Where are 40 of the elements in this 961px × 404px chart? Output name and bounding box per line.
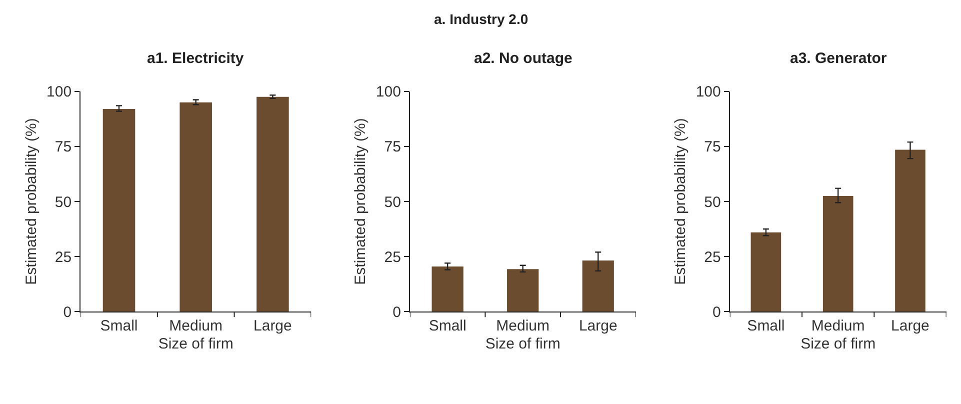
- chart-title: a3. Generator: [790, 50, 887, 67]
- bar: [895, 150, 926, 312]
- y-axis-title: Estimated probability (%): [352, 118, 370, 285]
- x-tick-label: Medium: [169, 318, 223, 335]
- y-tick-label: 100: [376, 84, 401, 101]
- y-tick-label: 0: [63, 304, 72, 321]
- y-tick-label: 100: [46, 84, 72, 101]
- y-tick-label: 25: [384, 248, 401, 266]
- y-tick-label: 50: [704, 194, 721, 211]
- x-tick-label: Small: [428, 318, 466, 335]
- x-tick-label: Small: [100, 318, 138, 335]
- x-axis-title: Size of firm: [158, 336, 234, 353]
- x-axis-title: Size of firm: [800, 336, 876, 353]
- y-tick-label: 25: [704, 248, 721, 266]
- y-axis-title: Estimated probability (%): [672, 118, 690, 285]
- x-tick-label: Large: [578, 318, 618, 335]
- x-tick-label: Medium: [811, 318, 865, 335]
- y-tick-label: 50: [384, 194, 401, 211]
- x-tick-label: Large: [254, 318, 292, 335]
- x-tick-label: Medium: [496, 318, 550, 335]
- x-tick-label: Small: [747, 318, 785, 335]
- y-tick-label: 75: [54, 138, 72, 156]
- bar: [582, 260, 614, 312]
- bar: [432, 266, 464, 312]
- x-tick-label: Large: [891, 318, 930, 335]
- text: a. Industry 2.0: [434, 11, 528, 27]
- bar: [822, 196, 854, 312]
- y-axis-title: Estimated probability (%): [22, 118, 40, 285]
- bar: [750, 232, 782, 312]
- y-tick-label: 0: [712, 304, 721, 321]
- y-tick-label: 75: [704, 138, 721, 156]
- bar: [507, 269, 539, 312]
- y-tick-label: 50: [54, 194, 72, 211]
- y-tick-label: 75: [384, 138, 401, 156]
- y-tick-label: 0: [392, 304, 401, 321]
- y-tick-label: 25: [54, 248, 72, 266]
- x-axis-title: Size of firm: [485, 336, 560, 353]
- chart-title: a2. No outage: [474, 50, 572, 67]
- y-tick-label: 100: [696, 84, 721, 101]
- chart-title: a1. Electricity: [147, 50, 244, 67]
